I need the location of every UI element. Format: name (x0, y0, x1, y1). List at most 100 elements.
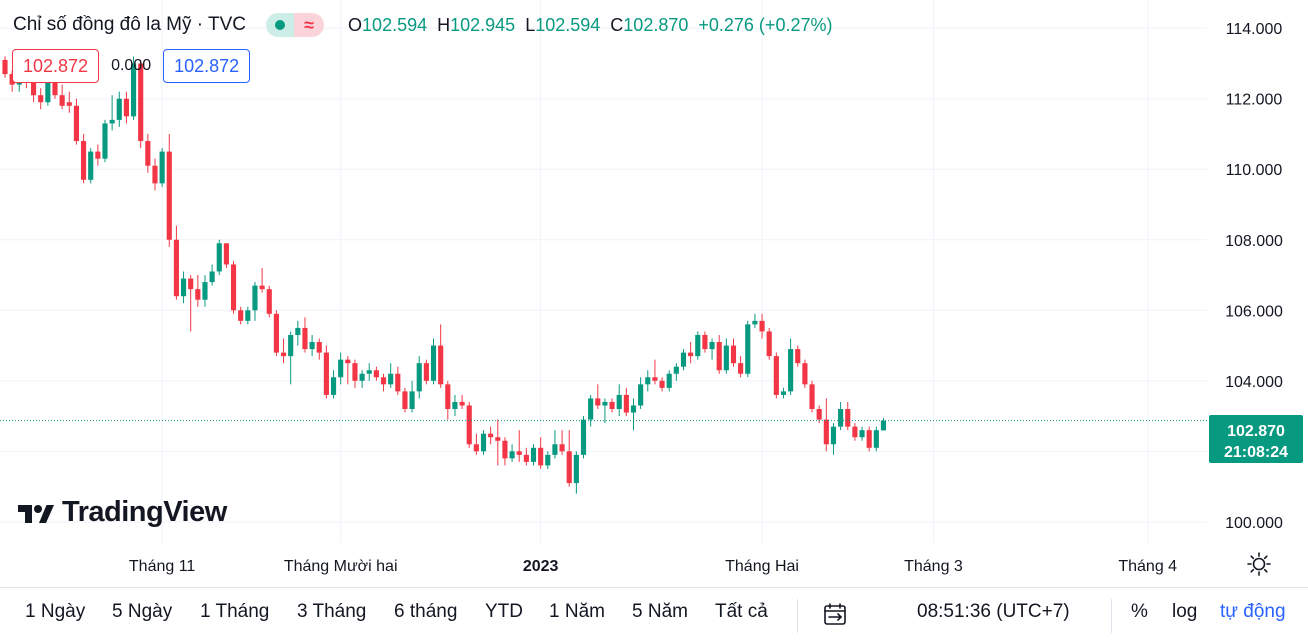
candle-body (645, 377, 651, 385)
candle-body (373, 370, 379, 378)
tradingview-logo[interactable]: TradingView (18, 494, 227, 530)
candle (788, 338, 794, 395)
settings-gear-icon[interactable] (1246, 551, 1272, 577)
candle (823, 398, 829, 452)
candle (480, 430, 487, 455)
time-axis[interactable]: Tháng 11 Tháng Mười hai 2023 Tháng Hai Tháng… (129, 558, 1177, 575)
range-6m-button[interactable]: 6 tháng (394, 601, 458, 622)
log-scale-toggle[interactable]: log (1172, 601, 1198, 622)
candle-body (180, 278, 187, 297)
candle-body (616, 394, 622, 410)
buy-button[interactable]: 102.872 (163, 49, 251, 83)
candle-body (238, 310, 244, 321)
candle-body (552, 444, 558, 455)
candle-body (723, 345, 729, 371)
chart-grid (0, 0, 1207, 543)
candle (316, 338, 322, 360)
range-ytd-button[interactable]: YTD (485, 601, 523, 622)
candle-body (30, 81, 37, 96)
candle-body (316, 342, 322, 353)
candle-body (680, 352, 687, 367)
sell-button[interactable]: 102.872 (12, 49, 100, 83)
candle (595, 384, 601, 410)
candle-body (502, 440, 508, 459)
candle (202, 275, 208, 307)
price-chart[interactable]: 100.000102.000104.000106.000108.000110.0… (0, 0, 1308, 587)
candle-body (430, 345, 437, 381)
candle (680, 349, 687, 371)
candle (645, 370, 651, 392)
candle-body (495, 437, 501, 441)
candle (652, 359, 658, 385)
range-all-button[interactable]: Tất cả (715, 601, 768, 622)
range-5y-button[interactable]: 5 Năm (632, 601, 688, 622)
candle-body (195, 289, 201, 300)
candle-body (230, 264, 237, 311)
candle-body (702, 334, 708, 350)
candle (145, 133, 151, 173)
candle (323, 345, 329, 399)
candle-body (516, 451, 522, 455)
candle-body (752, 320, 758, 325)
candle-body (780, 391, 787, 395)
candle (359, 370, 365, 388)
candle (152, 158, 158, 191)
x-tick-label: Tháng 4 (1118, 558, 1177, 575)
delayed-data-icon[interactable]: ≈ (294, 13, 325, 37)
market-open-icon[interactable] (266, 13, 295, 37)
candle-body (223, 243, 229, 265)
range-1d-button[interactable]: 1 Ngày (25, 601, 86, 622)
candle (38, 88, 44, 110)
candle-body (873, 430, 879, 448)
candle-body (202, 282, 208, 300)
candle (459, 394, 465, 410)
spread-value: 0.000 (111, 57, 152, 74)
candle (409, 380, 415, 413)
candle (495, 419, 501, 466)
candle-body (823, 419, 829, 445)
candle (273, 310, 279, 357)
candle-body (152, 165, 158, 184)
candle-body (159, 151, 165, 184)
candle-body (580, 419, 587, 455)
candle (523, 447, 529, 466)
range-1m-button[interactable]: 1 Tháng (200, 601, 270, 622)
candle (373, 366, 379, 381)
candle-body (345, 359, 351, 364)
candle (445, 380, 451, 420)
percent-scale-toggle[interactable]: % (1131, 601, 1148, 622)
symbol-title[interactable]: Chỉ số đồng đô la Mỹ · TVC (13, 14, 247, 35)
candle-body (445, 384, 451, 410)
candle-body (402, 391, 408, 410)
candle-body (716, 342, 722, 371)
candle (338, 352, 344, 385)
candle (173, 225, 179, 300)
candle-body (95, 151, 101, 159)
timezone-clock[interactable]: 08:51:36 (UTC+7) (917, 601, 1070, 622)
auto-scale-toggle[interactable]: tự động (1220, 601, 1286, 622)
candle (873, 426, 879, 452)
candle (66, 91, 72, 113)
candle (280, 338, 287, 364)
range-5d-button[interactable]: 5 Ngày (112, 601, 173, 622)
candle (745, 320, 751, 378)
candle-body (266, 289, 272, 314)
candle (809, 380, 815, 413)
candle-body (288, 334, 294, 357)
candle-body (538, 447, 544, 466)
candle (616, 384, 622, 417)
candle-body (473, 444, 479, 452)
range-1y-button[interactable]: 1 Năm (549, 601, 605, 622)
candle (838, 401, 844, 431)
candle-body (759, 320, 765, 332)
candle-body (102, 123, 108, 159)
candle (752, 313, 758, 328)
candle-body (366, 370, 372, 374)
range-3m-button[interactable]: 3 Tháng (297, 601, 367, 622)
candle-body (59, 95, 65, 106)
candle-body (409, 391, 415, 410)
date-range-icon[interactable] (822, 602, 850, 628)
candle (866, 426, 872, 452)
candle (266, 285, 272, 318)
close-value: C102.870 (610, 14, 689, 35)
